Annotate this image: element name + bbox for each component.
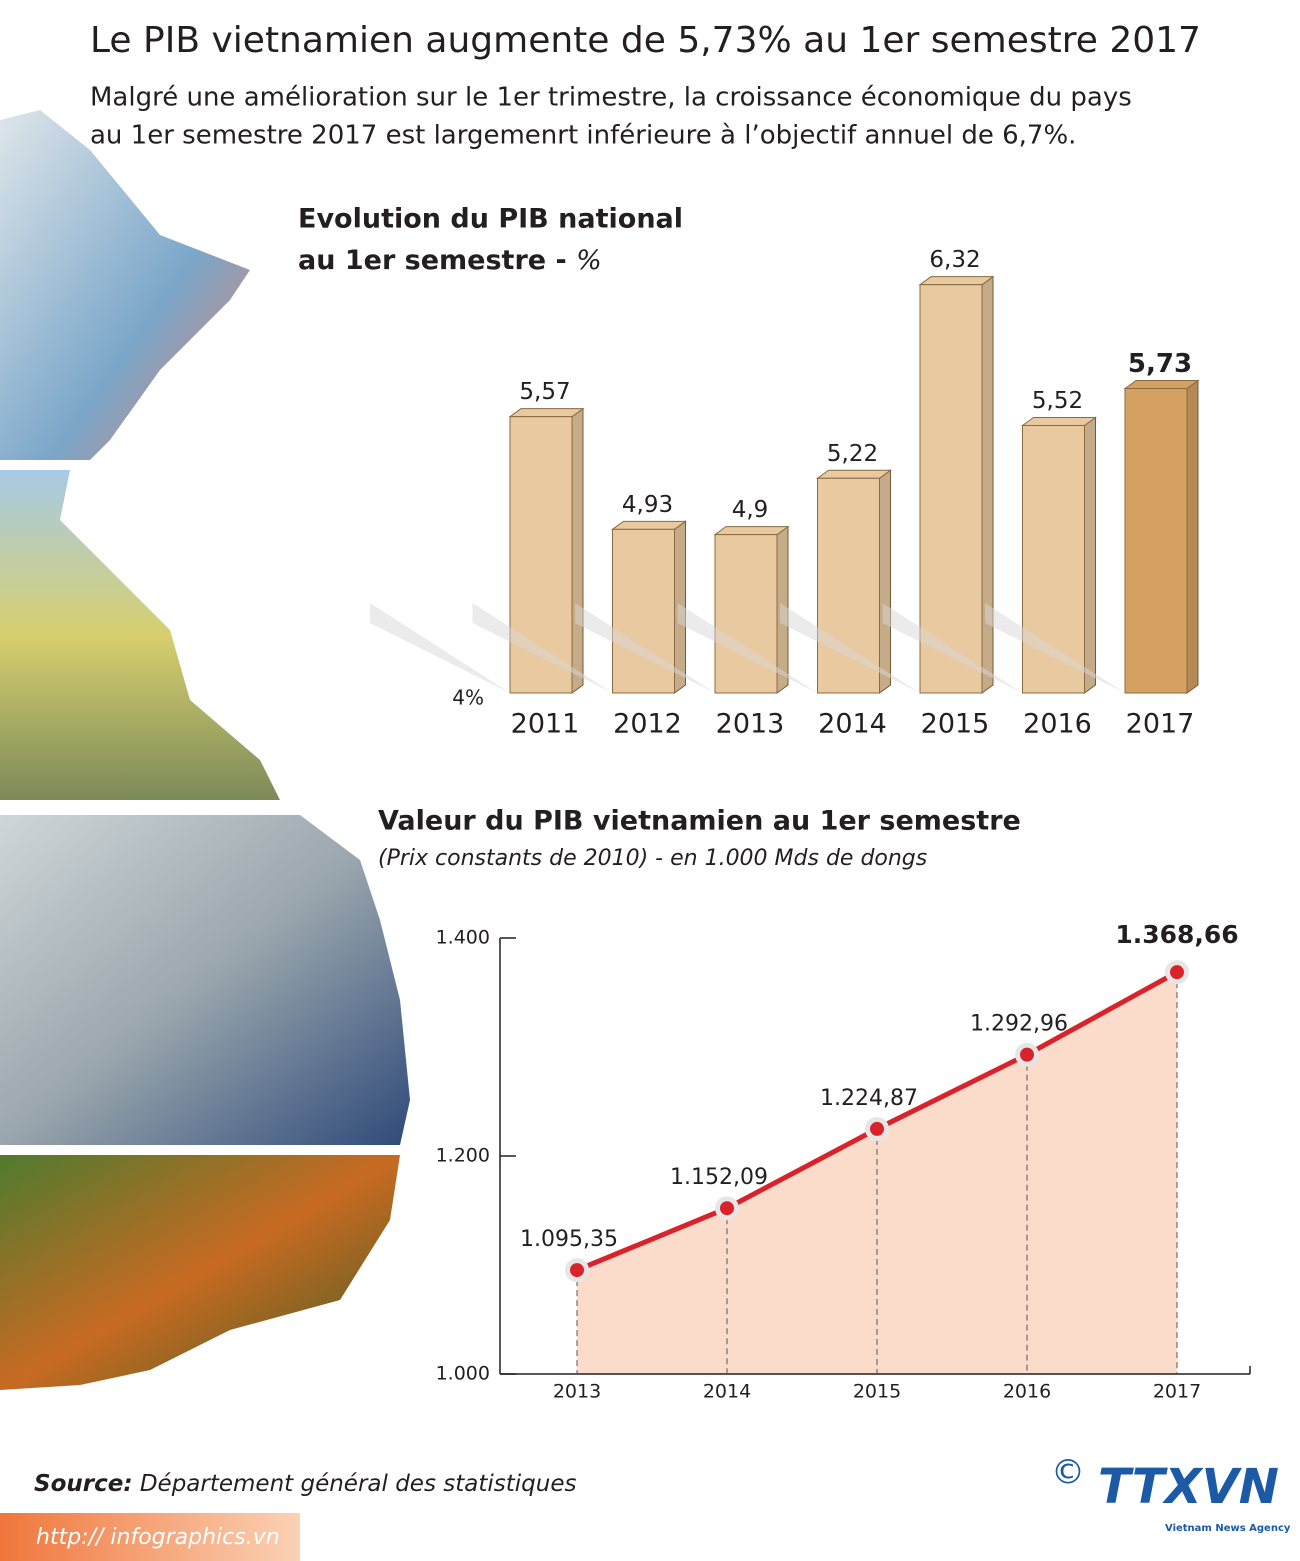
y-tick-label: 1.400 [436, 927, 490, 949]
bar-shadow [370, 603, 510, 693]
source: Source: Département général des statisti… [34, 1471, 576, 1497]
point [870, 1121, 884, 1136]
source-text: Département général des statistiques [140, 1471, 577, 1497]
page-subtitle: au 1er semestre 2017 est largemenrt infé… [90, 121, 1076, 151]
x-tick-label: 2015 [921, 709, 990, 740]
bar-side [1186, 379, 1199, 694]
y-tick-label: 1.000 [436, 1363, 490, 1385]
value-label: 4,9 [732, 497, 769, 523]
y-tick-label: 4% [452, 686, 484, 710]
bar-side [1084, 416, 1096, 694]
value-label: 6,32 [929, 247, 980, 273]
bar [817, 477, 880, 694]
x-tick-label: 2014 [703, 1381, 751, 1403]
bar-shadow [677, 603, 818, 693]
bar-chart: Evolution du PIB national au 1er semestr… [298, 204, 1200, 740]
value-label: 1.152,09 [670, 1165, 768, 1190]
chart-subtitle: (Prix constants de 2010) - en 1.000 Mds … [378, 846, 927, 871]
chart-title: au 1er semestre - % [298, 245, 602, 276]
url: http:// infographics.vn [36, 1525, 280, 1550]
x-tick-label: 2017 [1126, 709, 1195, 740]
chart-title: Evolution du PIB national [298, 204, 683, 235]
bar-side [571, 407, 584, 694]
value-label: 1.224,87 [820, 1086, 918, 1111]
point [720, 1201, 734, 1216]
value-label: 5,22 [827, 441, 878, 467]
bar-top [1020, 416, 1098, 426]
bar-top [918, 276, 995, 286]
logo-tagline: Vietnam News Agency [1165, 1523, 1291, 1534]
value-label: 5,52 [1032, 388, 1083, 414]
logo: TTXVN [1098, 1459, 1279, 1515]
bar-top [508, 408, 585, 418]
bar-top [1123, 380, 1200, 390]
photo-collage [0, 110, 410, 1390]
value-label: 1.292,96 [970, 1012, 1068, 1037]
bar-top [713, 526, 790, 536]
bar [612, 528, 675, 694]
copyright: © [1051, 1453, 1085, 1493]
x-tick-label: 2017 [1153, 1381, 1201, 1403]
chart-title: Valeur du PIB vietnamien au 1er semestre [378, 806, 1021, 837]
bar [509, 416, 573, 694]
bar-shadow [472, 603, 613, 693]
x-tick-label: 2013 [553, 1381, 601, 1403]
point [1170, 965, 1184, 980]
bar-top [610, 520, 688, 530]
line-chart: Valeur du PIB vietnamien au 1er semestre… [378, 806, 1251, 1403]
x-tick-label: 2014 [818, 709, 887, 740]
bar-side [879, 469, 891, 694]
chart-title: au 1er semestre - [298, 245, 567, 276]
point [1020, 1047, 1034, 1062]
value-label: 5,73 [1128, 349, 1192, 379]
x-tick-label: 2016 [1003, 1381, 1051, 1403]
page-subtitle: Malgré une amélioration sur le 1er trime… [90, 83, 1132, 113]
bar-top [815, 469, 893, 479]
bar-shadow [882, 603, 1023, 693]
bar-side [981, 275, 994, 694]
x-tick-label: 2015 [853, 1381, 901, 1403]
source-label: Source: [34, 1471, 133, 1497]
value-label: 1.368,66 [1115, 920, 1238, 949]
bar [714, 534, 778, 694]
footer-band [0, 1513, 300, 1561]
x-tick-label: 2012 [613, 709, 682, 740]
x-tick-label: 2016 [1023, 709, 1092, 740]
point [570, 1263, 584, 1278]
bar [1124, 388, 1188, 694]
bar-shadow [780, 603, 920, 693]
value-label: 5,57 [519, 379, 570, 405]
page-title: Le PIB vietnamien augmente de 5,73% au 1… [90, 20, 1201, 61]
y-tick-label: 1.200 [436, 1145, 490, 1167]
bar [919, 284, 983, 694]
x-tick-label: 2011 [511, 709, 580, 740]
x-tick-label: 2013 [716, 709, 785, 740]
value-label: 4,93 [622, 492, 673, 518]
value-label: 1.095,35 [520, 1227, 618, 1252]
bar-shadow [985, 603, 1125, 693]
bar-shadow [575, 603, 715, 693]
unit: % [576, 245, 602, 276]
